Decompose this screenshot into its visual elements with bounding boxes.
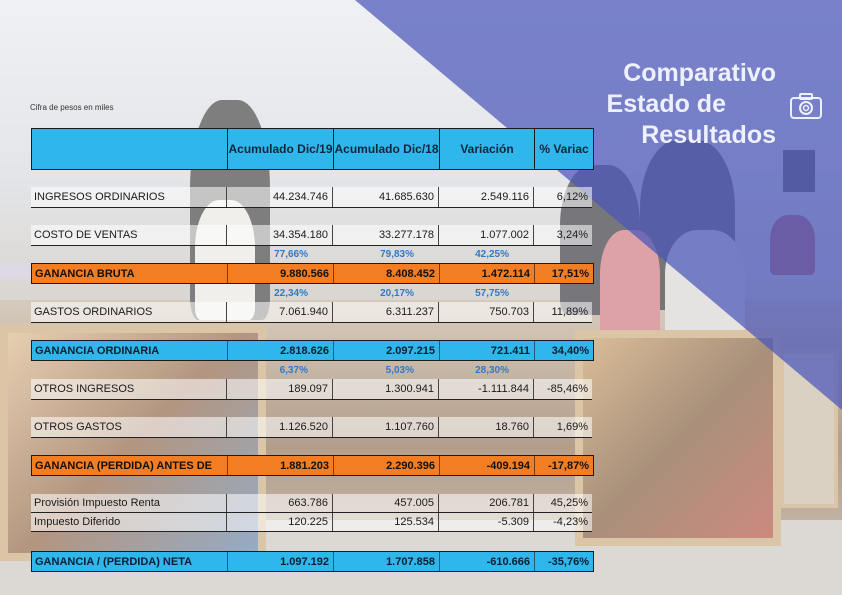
- value-2019: 44.234.746: [227, 187, 333, 207]
- row-label: GASTOS ORDINARIOS: [31, 302, 227, 322]
- value-pct: -4,23%: [553, 516, 588, 528]
- value-pct: 11,89%: [551, 306, 589, 318]
- table-row-costo: COSTO DE VENTAS 34.354.180 33.277.178 1.…: [31, 225, 592, 246]
- row-label: COSTO DE VENTAS: [31, 225, 227, 245]
- value-pct: 3,24%: [556, 229, 588, 241]
- value-variation: 1.472.114: [440, 264, 535, 283]
- value-2018: 1.707.858: [334, 552, 440, 571]
- table-row-ganancia-bruta: GANANCIA BRUTA 9.880.566 8.408.452 1.472…: [31, 263, 594, 284]
- table-row-ingresos: INGRESOS ORDINARIOS 44.234.746 41.685.63…: [31, 187, 592, 208]
- camera-icon[interactable]: [789, 92, 823, 120]
- title-line-1: Comparativo: [623, 59, 776, 87]
- pct-2019: 22,34%: [274, 287, 308, 299]
- value-2018: 1.107.760: [333, 417, 439, 437]
- table-row-provision: Provisión Impuesto Renta 663.786 457.005…: [31, 494, 592, 513]
- value-2019: 1.097.192: [228, 552, 334, 571]
- pct-variation: 42,25%: [475, 248, 509, 260]
- value-variation: -409.194: [440, 456, 535, 475]
- pct-2019: 77,66%: [274, 248, 308, 260]
- value-2018: 8.408.452: [334, 264, 440, 283]
- value-2018: 1.300.941: [333, 379, 439, 399]
- table-row-otros-ingresos: OTROS INGRESOS 189.097 1.300.941 -1.111.…: [31, 379, 592, 400]
- pct-2018: 79,83%: [380, 248, 414, 260]
- value-2018: 457.005: [333, 494, 439, 512]
- header-variacion: Variación: [440, 129, 535, 169]
- value-pct: 34,40%: [551, 344, 589, 357]
- value-variation: 721.411: [440, 341, 535, 360]
- value-2019: 120.225: [227, 513, 333, 531]
- title-line-3: Resultados: [641, 121, 776, 149]
- value-2019: 34.354.180: [227, 225, 333, 245]
- table-row-ordinaria-pct: 6,37% 5,03% 28,30%: [31, 362, 592, 378]
- value-2018: 125.534: [333, 513, 439, 531]
- table-row-neta: GANANCIA / (PERDIDA) NETA 1.097.192 1.70…: [31, 551, 594, 572]
- row-label: GANANCIA BRUTA: [32, 264, 228, 283]
- value-variation: 206.781: [439, 494, 534, 512]
- value-variation: -5.309: [439, 513, 534, 531]
- header-pct-variacion: % Variac: [539, 142, 589, 156]
- table-row-costo-pct: 77,66% 79,83% 42,25%: [31, 246, 592, 262]
- row-label: Provisión Impuesto Renta: [31, 494, 227, 512]
- value-2018: 41.685.630: [333, 187, 439, 207]
- value-variation: 1.077.002: [439, 225, 534, 245]
- value-pct: 6,12%: [556, 191, 588, 203]
- title-line-2: Estado de: [606, 90, 726, 118]
- header-blank: [32, 129, 228, 169]
- value-pct: 1,69%: [556, 421, 588, 433]
- table-row-bruta-pct: 22,34% 20,17% 57,75%: [31, 285, 592, 301]
- row-label: GANANCIA / (PERDIDA) NETA: [32, 552, 228, 571]
- value-variation: 18.760: [439, 417, 534, 437]
- table-header: Acumulado Dic/19 Acumulado Dic/18 Variac…: [31, 128, 594, 170]
- value-2018: 2.290.396: [334, 456, 440, 475]
- row-label: OTROS INGRESOS: [31, 379, 227, 399]
- header-acumulado-18: Acumulado Dic/18: [334, 129, 440, 169]
- row-label: OTROS GASTOS: [31, 417, 227, 437]
- value-pct: -85,46%: [547, 383, 588, 395]
- value-2019: 9.880.566: [228, 264, 334, 283]
- value-2019: 1.881.203: [228, 456, 334, 475]
- value-2018: 2.097.215: [334, 341, 440, 360]
- row-label: INGRESOS ORDINARIOS: [31, 187, 227, 207]
- value-variation: -610.666: [440, 552, 535, 571]
- value-2018: 6.311.237: [333, 302, 439, 322]
- value-2018: 33.277.178: [333, 225, 439, 245]
- pct-2019: 6,37%: [279, 364, 308, 376]
- value-pct: 45,25%: [550, 497, 588, 509]
- pct-variation: 57,75%: [475, 287, 509, 299]
- value-pct: -35,76%: [548, 555, 589, 568]
- table-row-diferido: Impuesto Diferido 120.225 125.534 -5.309…: [31, 513, 592, 532]
- pct-2018: 20,17%: [380, 287, 414, 299]
- table-row-antes-impuestos: GANANCIA (PERDIDA) ANTES DE 1.881.203 2.…: [31, 455, 594, 476]
- table-row-otros-gastos: OTROS GASTOS 1.126.520 1.107.760 18.760 …: [31, 417, 592, 438]
- value-2019: 663.786: [227, 494, 333, 512]
- value-variation: 2.549.116: [439, 187, 534, 207]
- page-title: Comparativo Estado de Resultados: [607, 58, 776, 151]
- row-label: Impuesto Diferido: [31, 513, 227, 531]
- pct-variation: 28,30%: [475, 364, 509, 376]
- pct-2018: 5,03%: [385, 364, 414, 376]
- table-row-ganancia-ordinaria: GANANCIA ORDINARIA 2.818.626 2.097.215 7…: [31, 340, 594, 361]
- value-pct: 17,51%: [551, 267, 589, 280]
- value-variation: 750.703: [439, 302, 534, 322]
- value-2019: 7.061.940: [227, 302, 333, 322]
- value-2019: 2.818.626: [228, 341, 334, 360]
- value-2019: 1.126.520: [227, 417, 333, 437]
- row-label: GANANCIA (PERDIDA) ANTES DE: [32, 456, 228, 475]
- currency-caption: Cifra de pesos en miles: [30, 103, 114, 112]
- value-pct: -17,87%: [548, 459, 589, 472]
- table-row-gastos: GASTOS ORDINARIOS 7.061.940 6.311.237 75…: [31, 302, 592, 323]
- value-2019: 189.097: [227, 379, 333, 399]
- header-acumulado-19: Acumulado Dic/19: [228, 129, 334, 169]
- row-label: GANANCIA ORDINARIA: [32, 341, 228, 360]
- value-variation: -1.111.844: [439, 379, 534, 399]
